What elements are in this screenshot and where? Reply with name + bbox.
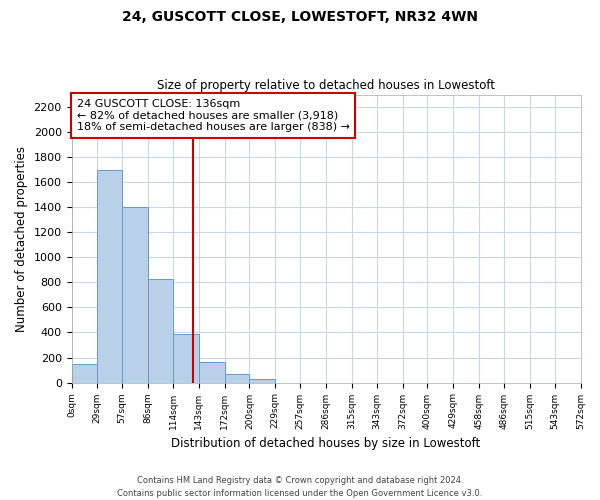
Title: Size of property relative to detached houses in Lowestoft: Size of property relative to detached ho… — [157, 79, 495, 92]
Text: 24 GUSCOTT CLOSE: 136sqm
← 82% of detached houses are smaller (3,918)
18% of sem: 24 GUSCOTT CLOSE: 136sqm ← 82% of detach… — [77, 99, 350, 132]
Text: 24, GUSCOTT CLOSE, LOWESTOFT, NR32 4WN: 24, GUSCOTT CLOSE, LOWESTOFT, NR32 4WN — [122, 10, 478, 24]
Text: Contains HM Land Registry data © Crown copyright and database right 2024.
Contai: Contains HM Land Registry data © Crown c… — [118, 476, 482, 498]
X-axis label: Distribution of detached houses by size in Lowestoft: Distribution of detached houses by size … — [172, 437, 481, 450]
Bar — [97, 170, 122, 382]
Y-axis label: Number of detached properties: Number of detached properties — [15, 146, 28, 332]
Bar — [122, 208, 148, 382]
Bar — [199, 362, 224, 382]
Bar — [250, 379, 275, 382]
Bar — [148, 278, 173, 382]
Bar — [71, 364, 97, 382]
Bar — [224, 374, 250, 382]
Bar — [173, 334, 199, 382]
